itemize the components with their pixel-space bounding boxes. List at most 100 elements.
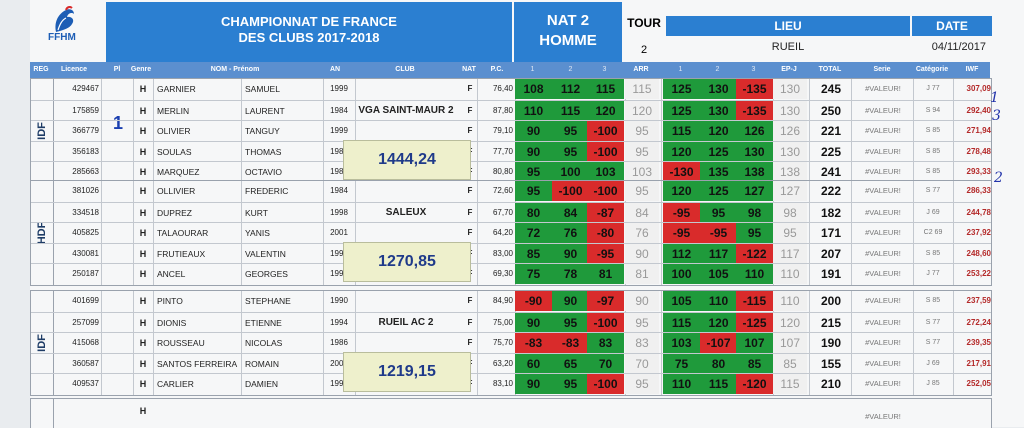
iwf-cell: 217,91 [966, 358, 991, 368]
cj-attempt-2: -107 [700, 333, 737, 353]
bodyweight-cell: 83,00 [492, 248, 513, 258]
snatch-attempt-1: 72 [515, 223, 552, 243]
cj-attempt-2: 95 [700, 202, 737, 223]
col-reg: REG [33, 66, 49, 73]
iwf-cell: 307,09 [966, 84, 991, 93]
cj-attempt-2: 130 [700, 100, 737, 121]
year-cell: 1984 [330, 105, 348, 115]
grid-line [153, 181, 154, 285]
team-group: HDF 381026 H OLLIVIER FREDERIC 1984 F 72,60 95 12… [30, 180, 992, 286]
year-cell: 1984 [330, 186, 348, 195]
category-cell: J 85 [926, 380, 940, 387]
cj-attempt-3: -120 [736, 374, 773, 394]
licence-cell: 415068 [72, 338, 99, 347]
title-line2: DES CLUBS 2017-2018 [238, 30, 380, 45]
cj-attempt-2: 135 [700, 162, 737, 182]
prenom-cell: FREDERIC [245, 186, 289, 196]
cj-attempt-3: -135 [736, 79, 773, 99]
snatch-attempt-3: -100 [587, 374, 624, 394]
cj-best-cell: 126 [773, 121, 807, 141]
date-box: DATE 04/11/2017 [912, 2, 992, 62]
snatch-attempt-3: 115 [587, 79, 624, 99]
snatch-attempt-3: -100 [587, 312, 624, 333]
cj-best-cell: 115 [773, 374, 807, 394]
snatch-attempt-3: -95 [587, 243, 624, 264]
nat-cell: F [467, 186, 473, 195]
col-epj: EP-J [781, 66, 797, 73]
licence-cell: 430081 [72, 248, 99, 258]
cj-attempt-3: -115 [736, 291, 773, 311]
genre-cell: H [139, 269, 147, 279]
grid-line [323, 291, 324, 395]
snatch-attempt-3: -97 [587, 291, 624, 311]
nom-cell: SOULAS [157, 146, 192, 157]
tour-label: TOUR [627, 16, 661, 30]
nom-cell: PINTO [157, 296, 183, 306]
grid-line [323, 181, 324, 285]
snatch-attempt-1: 75 [515, 264, 552, 284]
grid-line [953, 79, 954, 183]
cj-attempt-1: 125 [663, 79, 700, 99]
snatch-best-cell: 83 [625, 333, 659, 353]
grid-line [809, 291, 810, 395]
genre-cell: H [139, 207, 147, 218]
total-cell: 215 [820, 315, 842, 330]
cj-attempt-3: 98 [736, 202, 773, 223]
nat-cell: F [467, 228, 473, 237]
athlete-row: 356183HSOULASTHOMAS1988F77,7095130225#VA… [31, 140, 991, 162]
lieu-box: LIEU RUEIL [666, 2, 910, 62]
col-licence: Licence [60, 66, 88, 73]
snatch-attempt-3: -100 [587, 141, 624, 162]
bodyweight-cell: 77,70 [492, 146, 513, 156]
licence-cell: 405825 [72, 228, 99, 237]
snatch-attempt-2: -83 [552, 333, 589, 353]
cj-attempt-3: -135 [736, 100, 773, 121]
athlete-row: 401699 H PINTO STEPHANE 1990 F 84,90 90 110 200 #V… [31, 291, 991, 311]
grid-line [101, 181, 102, 285]
ffhm-logo: FFHM [38, 6, 98, 50]
date-value: 04/11/2017 [931, 41, 986, 53]
bodyweight-cell: 80,80 [492, 167, 513, 176]
nat-cell: F [467, 296, 473, 305]
nom-cell: MARQUEZ [157, 167, 200, 177]
nom-cell: MERLIN [157, 105, 190, 116]
col-an: AN [329, 66, 341, 73]
bodyweight-cell: 84,90 [492, 296, 513, 305]
grid-line [323, 79, 324, 183]
prenom-cell: TANGUY [245, 126, 280, 136]
category-cell: S 77 [925, 187, 941, 194]
snatch-best-cell: 95 [625, 181, 659, 201]
snatch-best-cell: 95 [625, 141, 659, 162]
snatch-best-cell: 90 [625, 291, 659, 311]
cj-best-cell: 127 [773, 181, 807, 201]
col-cj-2: 2 [715, 66, 720, 73]
bodyweight-cell: 63,20 [492, 358, 513, 368]
total-cell: 225 [820, 144, 842, 159]
team-group: IDF 1 429467 H GARNIER SAMUEL 1999 F 76,40 115 130… [30, 78, 992, 184]
grid-line [133, 79, 134, 183]
category-cell: J 69 [926, 359, 940, 367]
serie-cell: #VALEUR! [865, 379, 901, 388]
col-snatch-1: 1 [530, 66, 535, 73]
year-cell: 1994 [330, 317, 348, 327]
prenom-cell: ROMAIN [245, 358, 279, 369]
iwf-cell: 244,78 [966, 207, 991, 217]
cj-attempt-3: 130 [736, 141, 773, 162]
serie-cell: #VALEUR! [865, 338, 901, 347]
team-score: 1444,24 [343, 140, 471, 180]
region-cell: IDF [31, 291, 54, 395]
grid-line [661, 291, 662, 395]
athlete-row: 366779 H OLIVIER TANGUY 1999 F 79,10 95 126 221 #V… [31, 120, 991, 141]
category-cell: J 77 [926, 270, 940, 277]
snatch-attempt-1: 90 [515, 141, 552, 162]
grid-line [241, 181, 242, 285]
bodyweight-cell: 69,30 [492, 269, 513, 278]
snatch-attempt-2: 112 [552, 79, 589, 99]
year-cell: 1993 [330, 248, 348, 258]
snatch-attempt-3: -100 [587, 181, 624, 201]
grid-line [477, 181, 478, 285]
bodyweight-cell: 67,70 [492, 207, 513, 217]
athlete-row: 409537HCARLIERDAMIEN1999F83,1095115210#V… [31, 373, 991, 394]
category-cell: S 94 [925, 106, 941, 114]
